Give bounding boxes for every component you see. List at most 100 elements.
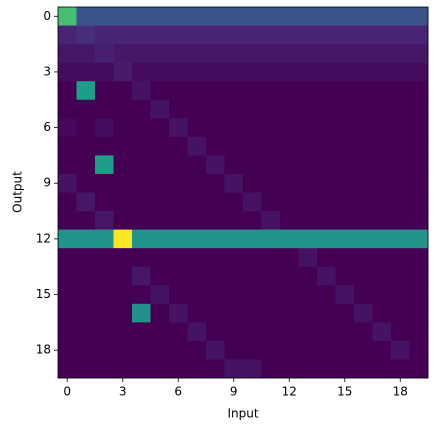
heatmap-cell: [354, 303, 373, 323]
heatmap-cell: [409, 303, 429, 323]
heatmap-cell: [76, 99, 96, 119]
heatmap-cell: [409, 359, 429, 379]
heatmap-cell: [335, 81, 355, 101]
heatmap-cell: [113, 136, 133, 156]
heatmap-cell: [76, 285, 96, 305]
heatmap-cell: [76, 359, 96, 379]
x-tick-label: 15: [337, 385, 352, 399]
heatmap-cell: [280, 285, 299, 305]
heatmap-cell: [95, 340, 114, 360]
heatmap-cell: [409, 285, 429, 305]
heatmap-cell: [169, 44, 188, 63]
heatmap-cell: [95, 192, 114, 212]
heatmap-cell: [372, 359, 392, 379]
heatmap-cell: [261, 248, 281, 267]
heatmap-cell: [206, 266, 225, 286]
heatmap-cell: [113, 62, 133, 82]
heatmap-cell: [95, 155, 114, 175]
heatmap-cell: [150, 44, 170, 63]
heatmap-cell: [132, 173, 151, 193]
heatmap-cell: [224, 192, 244, 212]
heatmap-cell: [169, 99, 188, 119]
heatmap-cell: [243, 229, 262, 249]
heatmap-cell: [187, 99, 207, 119]
heatmap-cell: [354, 211, 373, 230]
heatmap-cell: [298, 7, 318, 26]
heatmap-cell: [187, 25, 207, 45]
heatmap-cell: [280, 340, 299, 360]
heatmap-cell: [409, 99, 429, 119]
heatmap-cell: [391, 173, 410, 193]
heatmap-cell: [113, 229, 133, 249]
heatmap-cell: [372, 192, 392, 212]
heatmap-cell: [187, 229, 207, 249]
heatmap-cell: [113, 173, 133, 193]
heatmap-cell: [206, 25, 225, 45]
heatmap-cell: [391, 266, 410, 286]
heatmap-cell: [76, 62, 96, 82]
heatmap-cell: [169, 7, 188, 26]
heatmap-cell: [280, 81, 299, 101]
heatmap-cell: [372, 303, 392, 323]
heatmap-cell: [150, 62, 170, 82]
heatmap-cell: [113, 7, 133, 26]
heatmap-cell: [169, 173, 188, 193]
heatmap-cell: [280, 136, 299, 156]
x-tick-label: 18: [393, 385, 408, 399]
heatmap-cell: [95, 229, 114, 249]
heatmap-cell: [224, 173, 244, 193]
heatmap-cell: [113, 25, 133, 45]
heatmap-cell: [224, 359, 244, 379]
heatmap-cell: [150, 322, 170, 342]
heatmap-cell: [169, 81, 188, 101]
heatmap-cell: [58, 192, 77, 212]
heatmap-cell: [280, 62, 299, 82]
heatmap-cell: [298, 118, 318, 138]
heatmap-cell: [391, 322, 410, 342]
heatmap-cell: [113, 340, 133, 360]
heatmap-cell: [58, 359, 77, 379]
heatmap-cell: [206, 7, 225, 26]
heatmap-cell: [354, 192, 373, 212]
y-tick-label: 3: [43, 64, 51, 78]
heatmap-cell: [132, 211, 151, 230]
heatmap-cell: [243, 155, 262, 175]
heatmap-cell: [317, 359, 336, 379]
heatmap-cell: [169, 248, 188, 267]
heatmap-cell: [391, 25, 410, 45]
heatmap-cell: [391, 211, 410, 230]
heatmap-cell: [317, 303, 336, 323]
heatmap-cell: [243, 248, 262, 267]
heatmap-cell: [206, 44, 225, 63]
heatmap-cell: [317, 340, 336, 360]
heatmap-cell: [409, 192, 429, 212]
heatmap-cell: [280, 303, 299, 323]
heatmap-cell: [95, 303, 114, 323]
heatmap-cell: [317, 99, 336, 119]
heatmap-cell: [169, 303, 188, 323]
heatmap-cell: [243, 192, 262, 212]
heatmap-cell: [261, 285, 281, 305]
heatmap-cell: [335, 266, 355, 286]
heatmap-cell: [335, 44, 355, 63]
heatmap-cell: [169, 155, 188, 175]
heatmap-cell: [132, 118, 151, 138]
heatmap-cell: [187, 81, 207, 101]
heatmap-cell: [354, 81, 373, 101]
heatmap-cell: [206, 192, 225, 212]
heatmap-cell: [169, 340, 188, 360]
heatmap-cell: [354, 7, 373, 26]
heatmap-cell: [243, 322, 262, 342]
heatmap-cell: [132, 62, 151, 82]
heatmap-cell: [391, 81, 410, 101]
heatmap-cell: [132, 192, 151, 212]
heatmap-cell: [95, 266, 114, 286]
heatmap-cell: [206, 136, 225, 156]
heatmap-cell: [354, 248, 373, 267]
heatmap-cell: [95, 211, 114, 230]
heatmap-cell: [298, 99, 318, 119]
x-tick-label: 3: [119, 385, 127, 399]
heatmap-cell: [317, 81, 336, 101]
heatmap-cell: [317, 248, 336, 267]
